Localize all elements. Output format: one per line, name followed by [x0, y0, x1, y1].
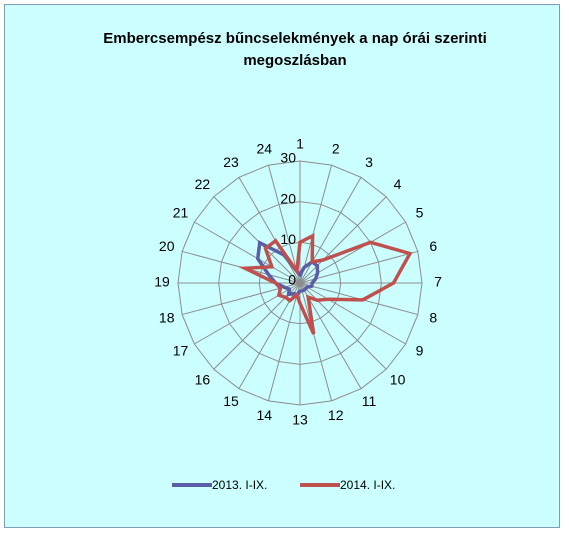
category-label: 14	[256, 407, 272, 423]
category-label: 21	[173, 205, 189, 221]
chart-title: Embercsempész bűncselekmények a nap órái…	[103, 30, 487, 69]
category-label: 6	[429, 238, 437, 254]
category-label: 22	[195, 176, 211, 192]
category-label: 16	[195, 371, 211, 387]
tick-label: 30	[280, 150, 296, 166]
series-line	[255, 240, 320, 297]
spoke	[267, 165, 301, 284]
spoke	[267, 282, 301, 401]
category-label: 24	[256, 140, 272, 156]
spoke	[299, 177, 362, 284]
category-label: 10	[390, 371, 406, 387]
category-label: 5	[416, 205, 424, 221]
category-label: 3	[365, 154, 373, 170]
spoke	[299, 250, 418, 284]
spoke	[238, 177, 301, 284]
category-label: 18	[159, 309, 175, 325]
tick-label: 10	[280, 231, 296, 247]
series-line	[238, 232, 413, 335]
spoke	[194, 221, 301, 284]
category-label: 4	[394, 176, 402, 192]
category-label: 2	[332, 140, 340, 156]
spoke	[299, 282, 406, 345]
tick-label: 20	[280, 190, 296, 206]
category-label: 15	[223, 393, 239, 409]
category-label: 19	[154, 274, 170, 290]
spoke	[299, 165, 333, 284]
category-label: 17	[173, 343, 189, 359]
spoke	[299, 196, 387, 284]
category-label: 11	[362, 393, 377, 409]
spoke	[213, 196, 301, 284]
category-label: 7	[434, 274, 442, 290]
category-label: 9	[416, 343, 424, 359]
chart-area	[4, 4, 560, 528]
category-label: 8	[429, 309, 437, 325]
spoke	[194, 282, 301, 345]
category-label: 20	[159, 238, 175, 254]
legend-label: 2014. I-IX.	[340, 478, 395, 492]
spoke	[299, 282, 333, 401]
category-label: 1	[296, 136, 304, 152]
legend-label: 2013. I-IX.	[212, 478, 267, 492]
category-label: 13	[292, 412, 308, 428]
category-label: 12	[328, 407, 344, 423]
category-label: 23	[223, 154, 239, 170]
spoke	[299, 282, 387, 370]
tick-label: 0	[288, 272, 296, 288]
